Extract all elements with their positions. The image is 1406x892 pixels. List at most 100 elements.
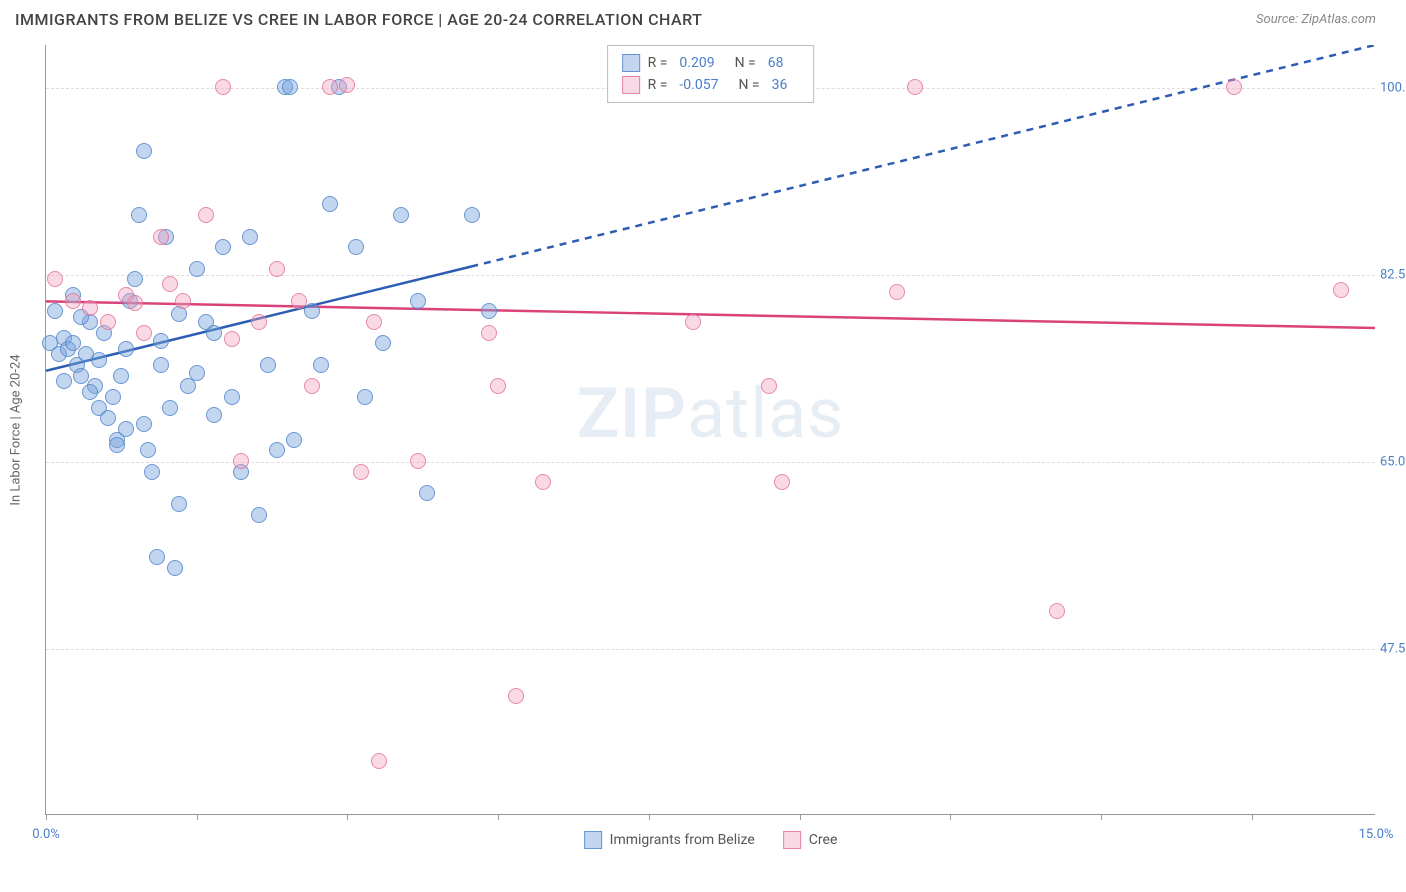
pink-point xyxy=(269,261,285,277)
blue-point xyxy=(304,303,320,319)
x-tick xyxy=(498,814,499,820)
blue-point xyxy=(118,421,134,437)
pink-point xyxy=(907,79,923,95)
pink-point xyxy=(153,229,169,245)
blue-point xyxy=(348,239,364,255)
blue-point xyxy=(140,442,156,458)
blue-point xyxy=(269,442,285,458)
x-tick-label-min: 0.0% xyxy=(32,827,60,842)
blue-point xyxy=(118,341,134,357)
x-tick xyxy=(46,814,47,820)
blue-point xyxy=(82,384,98,400)
legend-label: Immigrants from Belize xyxy=(610,832,755,848)
legend-label: Cree xyxy=(809,832,838,848)
pink-point xyxy=(215,79,231,95)
blue-point xyxy=(282,79,298,95)
blue-point xyxy=(215,239,231,255)
pink-point xyxy=(371,753,387,769)
pink-point xyxy=(685,314,701,330)
pink-point xyxy=(1333,282,1349,298)
blue-point xyxy=(481,303,497,319)
blue-point xyxy=(162,400,178,416)
pink-point xyxy=(136,325,152,341)
swatch-pink-icon xyxy=(783,831,801,849)
pink-point xyxy=(761,378,777,394)
blue-point xyxy=(189,365,205,381)
pink-point xyxy=(251,314,267,330)
chart-header: IMMIGRANTS FROM BELIZE VS CREE IN LABOR … xyxy=(0,0,1406,29)
pink-point xyxy=(1049,603,1065,619)
watermark: ZIPatlas xyxy=(577,373,845,455)
correlation-stats-box: R = 0.209 N = 68 R = -0.057 N = 36 xyxy=(607,45,815,103)
blue-point xyxy=(224,389,240,405)
stats-row-blue: R = 0.209 N = 68 xyxy=(622,52,800,74)
blue-point xyxy=(286,432,302,448)
blue-point xyxy=(47,303,63,319)
blue-point xyxy=(136,143,152,159)
swatch-blue-icon xyxy=(584,831,602,849)
chart-title: IMMIGRANTS FROM BELIZE VS CREE IN LABOR … xyxy=(15,10,702,29)
pink-point xyxy=(233,453,249,469)
blue-point xyxy=(56,373,72,389)
pink-point xyxy=(322,79,338,95)
pink-point xyxy=(353,464,369,480)
blue-point xyxy=(167,560,183,576)
blue-point xyxy=(410,293,426,309)
pink-point xyxy=(508,688,524,704)
pink-point xyxy=(291,293,307,309)
x-tick xyxy=(1252,814,1253,820)
y-tick-label: 82.5% xyxy=(1380,267,1406,282)
trend-line xyxy=(46,301,1375,328)
blue-point xyxy=(357,389,373,405)
swatch-pink-icon xyxy=(622,76,640,94)
blue-point xyxy=(127,271,143,287)
pink-point xyxy=(82,300,98,316)
source-attribution: Source: ZipAtlas.com xyxy=(1256,12,1376,27)
blue-point xyxy=(100,410,116,426)
blue-point xyxy=(189,261,205,277)
y-tick-label: 100.0% xyxy=(1380,80,1406,95)
blue-point xyxy=(251,507,267,523)
x-tick xyxy=(347,814,348,820)
x-tick xyxy=(1101,814,1102,820)
scatter-chart: In Labor Force | Age 20-24 47.5%65.0%82.… xyxy=(45,45,1375,815)
gridline xyxy=(46,649,1375,650)
pink-point xyxy=(127,295,143,311)
blue-point xyxy=(171,496,187,512)
blue-point xyxy=(419,485,435,501)
pink-point xyxy=(100,314,116,330)
blue-point xyxy=(206,325,222,341)
x-tick xyxy=(197,814,198,820)
blue-point xyxy=(464,207,480,223)
blue-point xyxy=(313,357,329,373)
blue-point xyxy=(153,357,169,373)
blue-point xyxy=(136,416,152,432)
pink-point xyxy=(339,77,355,93)
pink-point xyxy=(198,207,214,223)
blue-point xyxy=(144,464,160,480)
blue-point xyxy=(109,437,125,453)
blue-point xyxy=(260,357,276,373)
pink-point xyxy=(65,293,81,309)
trend-lines xyxy=(46,45,1375,814)
blue-point xyxy=(206,407,222,423)
series-legend: Immigrants from Belize Cree xyxy=(584,831,838,849)
pink-point xyxy=(490,378,506,394)
blue-point xyxy=(153,333,169,349)
swatch-blue-icon xyxy=(622,54,640,72)
blue-point xyxy=(113,368,129,384)
pink-point xyxy=(535,474,551,490)
blue-point xyxy=(322,196,338,212)
blue-point xyxy=(91,352,107,368)
pink-point xyxy=(224,331,240,347)
blue-point xyxy=(149,549,165,565)
legend-item-pink: Cree xyxy=(783,831,838,849)
gridline xyxy=(46,275,1375,276)
pink-point xyxy=(410,453,426,469)
pink-point xyxy=(1226,79,1242,95)
pink-point xyxy=(162,276,178,292)
pink-point xyxy=(304,378,320,394)
pink-point xyxy=(366,314,382,330)
blue-point xyxy=(393,207,409,223)
x-tick xyxy=(649,814,650,820)
